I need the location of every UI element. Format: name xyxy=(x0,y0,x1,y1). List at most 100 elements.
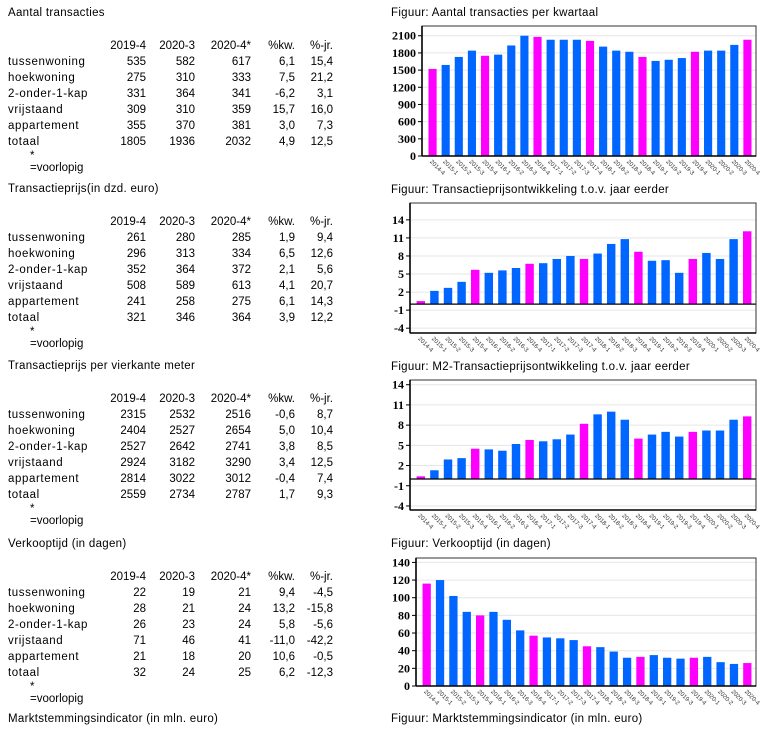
x-tick-label: 2020-4 xyxy=(743,513,761,531)
bar-2019-3 xyxy=(676,658,685,686)
x-tick-label: 2017-4 xyxy=(583,689,601,707)
x-tick-label: 2015-1 xyxy=(436,689,454,707)
x-tick-label: 2020-3 xyxy=(730,689,748,707)
bar-2016-2 xyxy=(507,45,516,156)
row-label: vrijstaand xyxy=(8,457,64,469)
bar-2018-4 xyxy=(636,656,645,686)
bar-2019-2 xyxy=(661,260,670,305)
table-row: appartement 241 258 275 6,1 14,3 xyxy=(8,296,348,312)
x-tick-label: 2020-1 xyxy=(703,689,721,707)
column-header: 2020-3 xyxy=(159,216,195,228)
x-tick-label: 2016-1 xyxy=(489,689,507,707)
column-header: %kw. xyxy=(268,40,295,52)
table-cell: 15,7 xyxy=(272,104,295,116)
table-cell: 2642 xyxy=(169,441,195,453)
x-tick-label: 2017-3 xyxy=(569,689,587,707)
x-tick-label: 2018-3 xyxy=(620,336,638,354)
table-cell: 2032 xyxy=(225,136,251,148)
table-cell: 2404 xyxy=(120,425,146,437)
bar-2017-1 xyxy=(546,39,555,156)
bar-2015-4 xyxy=(470,448,480,480)
bar-2020-2 xyxy=(715,430,725,480)
bar-2017-3 xyxy=(569,640,578,686)
table-cell: 1,7 xyxy=(279,489,295,501)
row-label: totaal xyxy=(8,489,40,501)
bar-2018-3 xyxy=(622,657,632,686)
footnote-voorlopig: * =voorlopig xyxy=(30,681,84,705)
table-cell: 24 xyxy=(182,667,195,679)
x-tick-label: 2017-3 xyxy=(572,159,590,177)
bar-2019-4 xyxy=(688,431,698,480)
x-tick-label: 2017-3 xyxy=(566,513,584,531)
x-tick-label: 2015-4 xyxy=(476,689,494,707)
x-tick-label: 2020-3 xyxy=(730,159,748,177)
y-tick-label: 0 xyxy=(410,149,416,163)
table-cell: 508 xyxy=(126,280,146,292)
x-tick-label: 2018-4 xyxy=(636,689,654,707)
table-row: tussenwoning 2315 2532 2516 -0,6 8,7 xyxy=(8,409,348,425)
bar-2018-4 xyxy=(634,251,643,305)
table-cell: 13,2 xyxy=(272,603,295,615)
table-cell: 2532 xyxy=(169,409,195,421)
table-cell: 6,2 xyxy=(279,667,295,679)
bar-2017-2 xyxy=(559,39,568,156)
column-header: 2019-4 xyxy=(110,393,146,405)
x-tick-label: 2020-1 xyxy=(702,513,720,531)
x-tick-label: 2017-3 xyxy=(566,336,584,354)
x-tick-label: 2020-2 xyxy=(716,513,734,531)
row-label: vrijstaand xyxy=(8,635,64,647)
x-tick-label: 2020-2 xyxy=(716,689,734,707)
y-tick-label: 60 xyxy=(398,626,410,640)
table-cell: 321 xyxy=(126,312,146,324)
y-tick-label: 11 xyxy=(393,398,404,412)
row-label: appartement xyxy=(8,120,80,132)
x-tick-label: 2017-4 xyxy=(580,513,598,531)
table-row: hoekwoning 296 313 334 6,5 12,6 xyxy=(8,248,348,264)
column-header: %-jr. xyxy=(310,571,333,583)
column-header: %-jr. xyxy=(310,393,333,405)
bar-2019-2 xyxy=(664,59,673,157)
column-header: 2020-4* xyxy=(210,40,251,52)
table-cell: 2527 xyxy=(120,441,146,453)
table-row: hoekwoning 2404 2527 2654 5,0 10,4 xyxy=(8,425,348,441)
x-tick-label: 2020-4 xyxy=(743,336,761,354)
table-cell: 6,1 xyxy=(279,56,295,68)
x-tick-label: 2015-4 xyxy=(481,159,499,177)
bar-2018-2 xyxy=(612,50,621,156)
bar-2016-4 xyxy=(529,635,538,686)
bar-2017-2 xyxy=(552,439,562,480)
table-row: vrijstaand 309 310 359 15,7 16,0 xyxy=(8,104,348,120)
table-cell: 3,4 xyxy=(279,457,295,469)
bar-2015-4 xyxy=(475,615,485,686)
table-cell: 16,0 xyxy=(310,104,333,116)
x-tick-label: 2017-2 xyxy=(556,689,574,707)
table-row: totaal 321 346 364 3,9 12,2 xyxy=(8,312,348,328)
column-header: %-jr. xyxy=(310,40,333,52)
table-cell: 5,6 xyxy=(317,264,333,276)
table-cell: 2734 xyxy=(169,489,195,501)
column-header: 2019-4 xyxy=(110,571,146,583)
bar-2017-1 xyxy=(542,637,552,686)
table-cell: 2315 xyxy=(120,409,146,421)
chart-title: Figuur: M2-Transactieprijsontwikkeling t… xyxy=(391,361,690,373)
y-tick-label: 100 xyxy=(392,591,410,605)
bar-2020-1 xyxy=(702,252,711,305)
y-tick-label: 1800 xyxy=(392,46,416,60)
y-tick-label: 40 xyxy=(398,644,410,658)
x-tick-label: 2016-4 xyxy=(533,159,551,177)
bar-2015-3 xyxy=(457,281,466,305)
bar-2019-1 xyxy=(647,260,657,305)
x-tick-label: 2019-1 xyxy=(649,689,667,707)
table-cell: 2516 xyxy=(225,409,251,421)
table-cell: -0,4 xyxy=(275,473,295,485)
bar-2017-1 xyxy=(538,441,548,480)
x-tick-label: 2019-1 xyxy=(651,159,669,177)
table-cell: 6,1 xyxy=(279,296,295,308)
bar-2015-3 xyxy=(462,611,471,686)
table-header-row: 2019-4 2020-3 2020-4* %kw. %-jr. xyxy=(8,571,348,587)
table-cell: 346 xyxy=(175,312,195,324)
table-cell: 617 xyxy=(231,56,251,68)
x-tick-label: 2016-2 xyxy=(498,336,516,354)
x-tick-label: 2020-2 xyxy=(716,336,734,354)
bar-2016-4 xyxy=(525,439,534,480)
